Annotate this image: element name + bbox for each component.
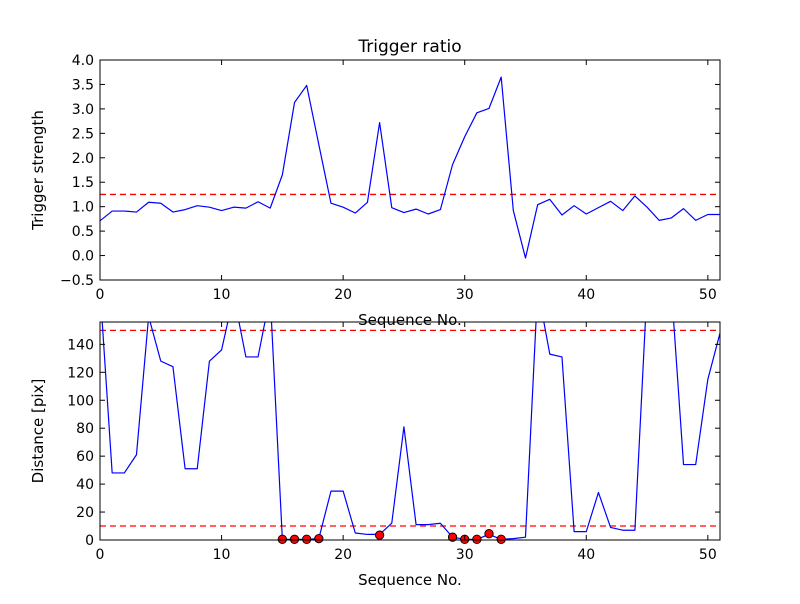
bottom-data-marker [472,534,482,544]
top-x-tick-label: 0 [96,287,105,303]
top-y-axis-label: Trigger strength [29,110,47,231]
top-y-tick-label: 4.0 [72,53,94,69]
top-y-tick-label: 0.0 [72,249,94,265]
bottom-x-axis-label: Sequence No. [358,571,462,589]
bottom-x-tick-label: 10 [213,547,231,563]
bottom-axes-frame [99,321,721,541]
bottom-y-tick-label: 60 [76,449,94,465]
bottom-plot: 0 10 20 30 40 50 0 20 40 60 80 100 120 140 Sequence No… [29,321,721,589]
top-x-tick-label: 40 [577,287,595,303]
bottom-series-line-0 [101,322,720,540]
bottom-y-tick-label: 100 [67,393,94,409]
bottom-data-marker [484,529,494,539]
bottom-x-tick-label: 30 [456,547,474,563]
bottom-y-tick-label: 40 [76,477,94,493]
top-y-tick-label: 1.0 [72,200,94,216]
bottom-y-axis-label: Distance [pix] [29,379,47,484]
bottom-data-marker [496,534,506,544]
top-x-axis-label: Sequence No. [358,311,462,329]
top-y-tick-label: 3.5 [72,77,94,93]
top-x-tick-label: 50 [699,287,717,303]
bottom-x-tick-label: 50 [699,547,717,563]
bottom-data-marker [447,532,458,542]
bottom-y-tick-label: 140 [67,337,94,353]
top-series-line-0 [100,76,720,259]
top-y-tick-label: −0.5 [60,273,94,289]
bottom-data-marker [314,533,324,544]
top-y-tick-label: 2.5 [72,126,94,142]
top-x-tick-label: 10 [213,287,231,303]
bottom-data-marker [289,534,300,544]
bottom-x-tick-label: 0 [96,547,105,563]
bottom-y-tick-label: 80 [76,421,94,437]
top-plot: 0 10 20 30 40 50 −0.5 0.0 0.5 1.0 1.5 2.0 2.5 3.0 3.5 4… [29,37,721,329]
bottom-x-tick-label: 20 [334,547,352,563]
bottom-y-tick-label: 20 [76,505,94,521]
bottom-data-marker [277,534,288,544]
bottom-data-marker [374,530,385,540]
bottom-x-tick-label: 40 [577,547,595,563]
top-y-tick-label: 0.5 [72,224,94,240]
top-x-tick-label: 30 [456,287,474,303]
bottom-y-tick-label: 120 [67,365,94,381]
top-x-tick-label: 20 [334,287,352,303]
top-axes-frame [99,59,721,281]
top-y-tick-label: 2.0 [72,151,94,167]
bottom-data-marker [302,534,312,544]
bottom-y-tick-label: 0 [85,533,94,549]
top-chart-title: Trigger ratio [357,37,461,57]
top-y-tick-label: 1.5 [72,175,94,191]
top-y-tick-label: 3.0 [72,102,94,118]
